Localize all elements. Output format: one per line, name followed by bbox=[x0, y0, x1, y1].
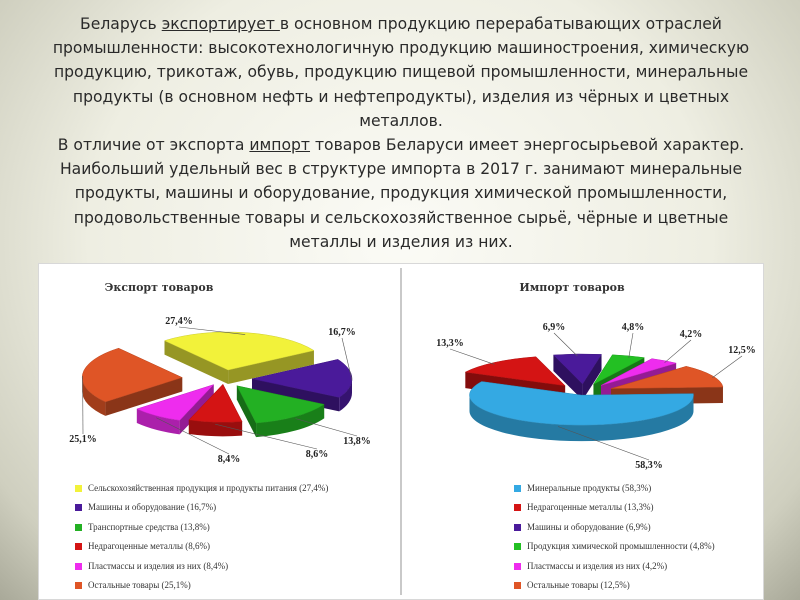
import-legend-label: Недрагоценные металлы (13,3%) bbox=[527, 502, 654, 513]
import-paragraph: В отличие от экспорта импорт товаров Бел… bbox=[40, 133, 762, 254]
import-data-label: 4,8% bbox=[622, 322, 645, 333]
export-leader-line bbox=[295, 418, 358, 437]
panel-divider bbox=[400, 268, 402, 595]
import-data-label: 13,3% bbox=[436, 338, 464, 349]
import-legend-item: Продукция химической промышленности (4,8… bbox=[514, 537, 715, 556]
export-text-start: Беларусь bbox=[80, 15, 162, 33]
import-link[interactable]: импорт bbox=[249, 136, 311, 155]
import-chart-panel: Импорт товаров 58,3% 13,3% 6,9% 4,8% 4,2% 12,5… bbox=[402, 264, 763, 599]
export-legend-label: Транспортные средства (13,8%) bbox=[88, 521, 210, 532]
import-legend-swatch bbox=[514, 543, 521, 551]
export-leader-line bbox=[341, 337, 353, 381]
import-data-label: 6,9% bbox=[543, 322, 566, 333]
export-text-rest: в основном продукцию перерабатывающих от… bbox=[52, 15, 750, 130]
import-data-label: 4,2% bbox=[680, 329, 703, 340]
export-legend-label: Недрагоценные металлы (8,6%) bbox=[88, 541, 210, 552]
import-legend: Минеральные продукты (58,3%) Недрагоценны… bbox=[514, 479, 715, 595]
export-slice-недрагоценные-металлы bbox=[188, 383, 243, 437]
export-slice-транспортные-средства bbox=[236, 385, 325, 438]
export-slice-пластмассы-и-изделия-из-них bbox=[136, 384, 214, 435]
export-data-label: 25,1% bbox=[69, 434, 97, 445]
export-data-label: 8,6% bbox=[306, 449, 329, 460]
export-legend-item: Пластмассы и изделия из них (8,4%) bbox=[75, 557, 328, 576]
export-chart-panel: Экспорт товаров 27,4% 16,7% 13,8% 8,6% 8,4% 25… bbox=[39, 264, 400, 599]
import-chart-title: Импорт товаров bbox=[519, 281, 625, 294]
export-slice-сельскохозяйственная-продукция-и-продукты-питания bbox=[163, 331, 315, 385]
export-leader-line bbox=[215, 423, 318, 450]
export-legend-swatch bbox=[75, 523, 82, 531]
export-data-label: 27,4% bbox=[165, 316, 193, 327]
import-leader-line bbox=[628, 332, 634, 358]
import-legend-item: Недрагоценные металлы (13,3%) bbox=[514, 498, 715, 517]
import-legend-swatch bbox=[514, 523, 521, 531]
import-leader-line bbox=[557, 426, 650, 461]
import-legend-swatch bbox=[514, 485, 521, 492]
charts-figure: Экспорт товаров 27,4% 16,7% 13,8% 8,6% 8,4% 25… bbox=[38, 263, 764, 600]
export-legend-item: Остальные товары (25,1%) bbox=[75, 576, 328, 595]
import-slice-машины-и-оборудование bbox=[552, 353, 602, 400]
export-legend-swatch bbox=[75, 504, 82, 512]
import-legend-label: Остальные товары (12,5%) bbox=[527, 579, 630, 590]
import-leader-line bbox=[712, 355, 743, 378]
import-pie-chart: Импорт товаров 58,3% 13,3% 6,9% 4,8% 4,2% 12,5… bbox=[436, 281, 756, 471]
import-data-label: 12,5% bbox=[728, 345, 756, 356]
export-legend-item: Транспортные средства (13,8%) bbox=[75, 518, 328, 537]
export-legend-item: Машины и оборудование (16,7%) bbox=[75, 498, 328, 517]
import-legend-item: Машины и оборудование (6,9%) bbox=[514, 518, 715, 537]
import-legend-label: Машины и оборудование (6,9%) bbox=[527, 521, 651, 532]
export-data-label: 13,8% bbox=[343, 436, 371, 447]
import-legend-item: Пластмассы и изделия из них (4,2%) bbox=[514, 557, 715, 576]
import-legend-label: Минеральные продукты (58,3%) bbox=[527, 483, 652, 493]
import-leader-line bbox=[664, 339, 692, 363]
import-legend-item: Минеральные продукты (58,3%) bbox=[514, 479, 715, 498]
export-legend-swatch bbox=[75, 562, 82, 570]
export-legend-item: Недрагоценные металлы (8,6%) bbox=[75, 537, 328, 556]
export-legend: Сельскохозяйственная продукция и продукт… bbox=[75, 479, 328, 595]
import-legend-label: Продукция химической промышленности (4,8… bbox=[527, 541, 715, 552]
export-chart-title: Экспорт товаров bbox=[105, 281, 214, 294]
export-leader-line bbox=[178, 326, 246, 335]
import-text-start: В отличие от экспорта bbox=[57, 136, 250, 155]
export-legend-swatch bbox=[75, 543, 82, 551]
export-legend-label: Пластмассы и изделия из них (8,4%) bbox=[88, 560, 229, 571]
export-legend-item: Сельскохозяйственная продукция и продукт… bbox=[75, 479, 328, 498]
import-slice-минеральные-продукты bbox=[469, 381, 694, 442]
export-link[interactable]: экспортирует bbox=[161, 15, 280, 33]
export-legend-swatch bbox=[75, 485, 82, 492]
import-legend-swatch bbox=[514, 581, 521, 589]
import-text-rest: товаров Беларуси имеет энергосырьевой ха… bbox=[59, 136, 745, 251]
export-legend-label: Машины и оборудование (16,7%) bbox=[88, 502, 217, 513]
export-data-label: 8,4% bbox=[218, 454, 241, 465]
export-slice-остальные-товары bbox=[81, 347, 183, 416]
import-data-label: 58,3% bbox=[635, 460, 663, 471]
import-legend-swatch bbox=[514, 562, 521, 570]
export-pie-chart: Экспорт товаров 27,4% 16,7% 13,8% 8,6% 8,4% 25… bbox=[69, 281, 371, 465]
import-leader-line bbox=[553, 332, 578, 357]
export-leader-line bbox=[156, 417, 230, 455]
export-legend-label: Остальные товары (25,1%) bbox=[88, 579, 191, 590]
export-legend-swatch bbox=[75, 581, 82, 589]
export-legend-label: Сельскохозяйственная продукция и продукт… bbox=[88, 483, 329, 493]
intro-text: Беларусь экспортирует в основном продукц… bbox=[40, 12, 762, 254]
import-leader-line bbox=[449, 348, 495, 365]
import-legend-swatch bbox=[514, 504, 521, 512]
import-legend-item: Остальные товары (12,5%) bbox=[514, 576, 715, 595]
import-legend-label: Пластмассы и изделия из них (4,2%) bbox=[527, 560, 668, 571]
export-data-label: 16,7% bbox=[328, 327, 356, 338]
export-paragraph: Беларусь экспортирует в основном продукц… bbox=[40, 12, 762, 133]
